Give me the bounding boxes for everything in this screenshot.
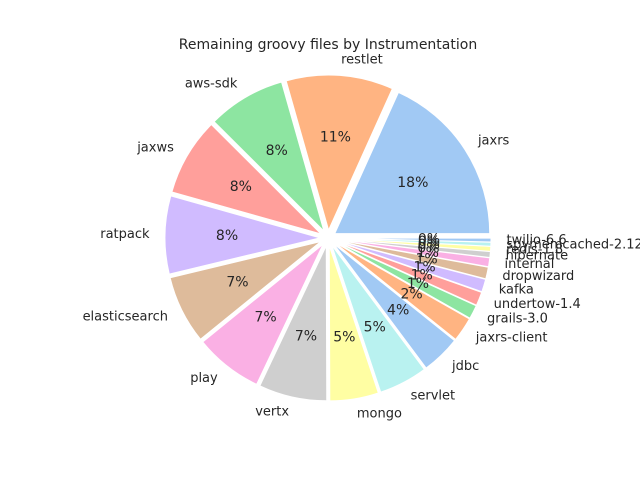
category-label-dropwizard: dropwizard — [502, 269, 574, 284]
pie-slice-jaxrs-client — [334, 242, 471, 341]
pie-slice-jdbc — [333, 243, 456, 369]
percent-label-internal: 1% — [417, 245, 439, 261]
pie-slice-aws-sdk — [213, 81, 325, 233]
category-label-kafka: kafka — [499, 283, 534, 298]
category-label-jaxrs: jaxrs — [477, 134, 510, 149]
percent-label-twilio-6-6: 0% — [418, 231, 440, 247]
category-label-jaxrs-client: jaxrs-client — [475, 331, 548, 346]
category-label-grails-3-0: grails-3.0 — [487, 312, 548, 327]
pie-slice-servlet — [331, 244, 426, 393]
percent-label-ratpack: 8% — [216, 228, 238, 244]
category-label-mongo: mongo — [357, 407, 402, 422]
pie-slice-mongo — [328, 245, 379, 402]
percent-labels: 18%11%8%8%8%7%7%7% 5%5%4%2%1%1%1%1%1%0%0%… — [216, 129, 440, 345]
category-label-jdbc: jdbc — [451, 359, 479, 374]
pie-slice-elasticsearch — [169, 241, 322, 340]
category-label-redis-1-8: redis-1.8 — [506, 242, 563, 257]
percent-label-servlet: 5% — [364, 320, 386, 336]
percent-label-hibernate: 0% — [417, 240, 439, 256]
category-label-restlet: restlet — [341, 52, 383, 67]
category-labels: jaxrs restlet aws-sdk jaxws ratpack elasticse… — [83, 52, 640, 421]
category-label-spymemcached-2-12: spymemcached-2.12 — [506, 237, 640, 252]
category-label-aws-sdk: aws-sdk — [185, 77, 238, 92]
percent-label-jaxrs-client: 2% — [400, 287, 422, 303]
chart-title: Remaining groovy files by Instrumentatio… — [179, 37, 477, 53]
category-label-ratpack: ratpack — [100, 227, 150, 242]
category-label-hibernate: hibernate — [506, 249, 569, 264]
category-label-elasticsearch: elasticsearch — [83, 310, 168, 325]
category-label-servlet: servlet — [411, 389, 456, 404]
pie-slice-play — [202, 243, 324, 386]
percent-label-kafka: 1% — [413, 259, 435, 275]
percent-label-jaxrs: 18% — [397, 175, 428, 191]
pie-slice-dropwizard — [335, 239, 489, 280]
category-label-play: play — [190, 371, 218, 386]
pie-slice-jaxws — [171, 123, 323, 235]
pie-slice-restlet — [285, 74, 393, 232]
percent-label-redis-1-8: 0% — [418, 237, 440, 253]
category-label-undertow-1-4: undertow-1.4 — [494, 297, 581, 312]
percent-label-restlet: 11% — [320, 129, 351, 145]
percent-label-jdbc: 4% — [387, 303, 409, 319]
pie-slice-grails-3-0 — [334, 241, 477, 319]
percent-label-aws-sdk: 8% — [266, 143, 288, 159]
percent-label-elasticsearch: 7% — [226, 275, 248, 291]
pie-slice-vertx — [259, 245, 328, 402]
pie-slice-kafka — [335, 239, 487, 293]
category-label-vertx: vertx — [255, 405, 289, 420]
pie-slice-twilio-6-6 — [335, 237, 492, 243]
percent-label-play: 7% — [254, 309, 276, 325]
pie-slice-undertow-1-4 — [335, 240, 483, 306]
percent-label-mongo: 5% — [333, 330, 355, 346]
percent-label-undertow-1-4: 1% — [411, 268, 433, 284]
pie-slice-jaxrs — [333, 91, 491, 235]
percent-label-dropwizard: 1% — [416, 252, 438, 268]
percent-label-spymemcached-2-12: 0% — [418, 234, 440, 250]
percent-label-vertx: 7% — [295, 329, 317, 345]
percent-label-grails-3-0: 1% — [407, 276, 429, 292]
percent-label-jaxws: 8% — [230, 179, 252, 195]
pie-slice-ratpack — [164, 195, 322, 275]
category-label-twilio-6-6: twilio-6.6 — [506, 233, 566, 248]
category-label-jaxws: jaxws — [136, 140, 174, 155]
category-label-internal: internal — [505, 257, 555, 272]
pie-slices — [164, 74, 492, 402]
